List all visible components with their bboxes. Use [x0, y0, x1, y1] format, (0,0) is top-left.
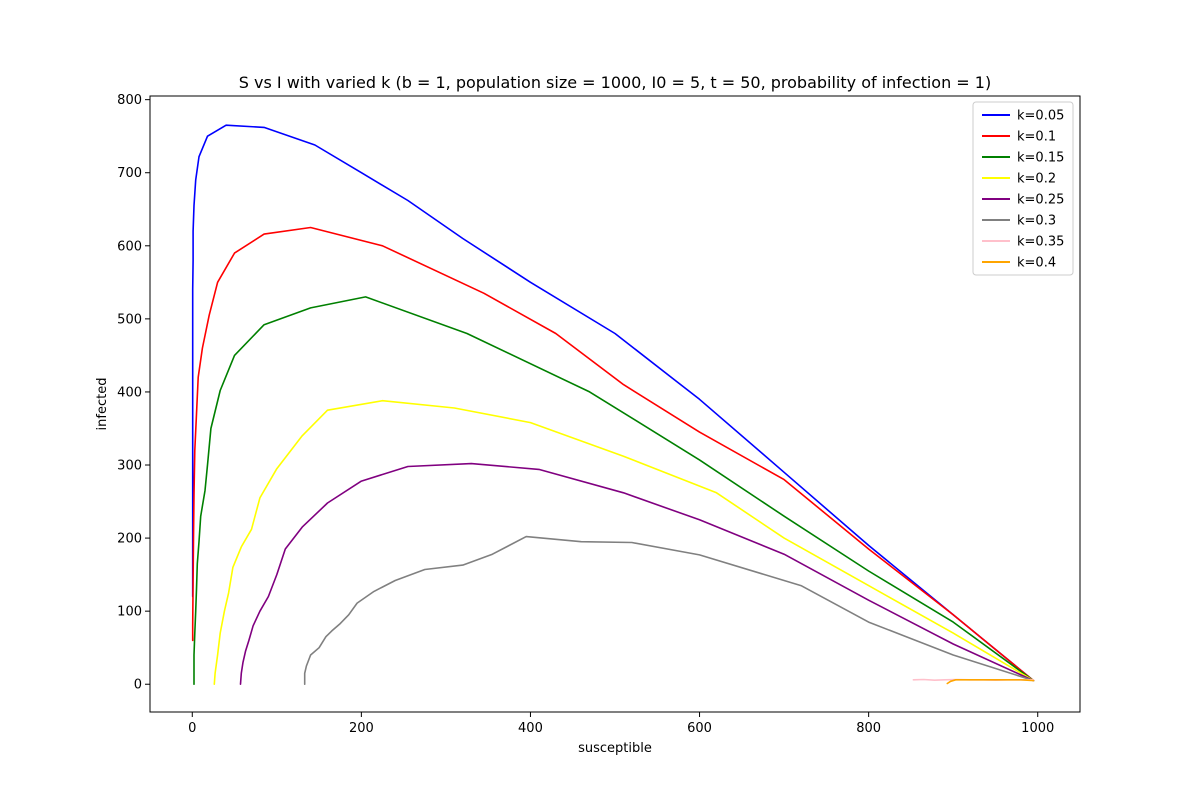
- y-tick-label: 700: [117, 166, 142, 181]
- legend-label: k=0.35: [1017, 235, 1064, 250]
- legend-label: k=0.25: [1017, 193, 1064, 208]
- chart-title: S vs I with varied k (b = 1, population …: [239, 73, 991, 92]
- y-axis-label: infected: [95, 378, 110, 431]
- x-axis-label: susceptible: [578, 741, 652, 756]
- legend-label: k=0.15: [1017, 151, 1064, 166]
- legend-label: k=0.1: [1017, 130, 1056, 145]
- series-line-k-0-1: [191, 226, 1035, 682]
- series-line-k-0-25: [239, 462, 1035, 686]
- legend-box: [972, 101, 1074, 276]
- series-line-k-0-2: [213, 399, 1035, 686]
- series-layer: [191, 124, 1035, 686]
- y-tick-label: 800: [117, 93, 142, 108]
- x-tick-label: 0: [188, 721, 196, 736]
- axes-frame: [149, 95, 1081, 713]
- x-axis: 0 200 400 600 800 1000: [188, 712, 1054, 736]
- y-tick-label: 300: [117, 459, 142, 474]
- legend-label: k=0.3: [1017, 214, 1056, 229]
- legend: k=0.05 k=0.1 k=0.15 k=0.2 k=0.25 k=0.3 k=0.35 k…: [972, 101, 1074, 276]
- series-line-k-0-3: [303, 535, 1035, 686]
- x-tick-label: 800: [856, 721, 881, 736]
- x-tick-label: 400: [518, 721, 543, 736]
- y-tick-label: 0: [134, 678, 142, 693]
- plot-area: [149, 95, 1081, 713]
- y-tick-label: 200: [117, 532, 142, 547]
- y-tick-label: 100: [117, 605, 142, 620]
- y-tick-label: 400: [117, 385, 142, 400]
- x-tick-label: 600: [687, 721, 712, 736]
- y-tick-label: 500: [117, 312, 142, 327]
- x-tick-label: 200: [349, 721, 374, 736]
- x-tick-label: 1000: [1021, 721, 1054, 736]
- y-tick-label: 600: [117, 239, 142, 254]
- legend-label: k=0.2: [1017, 172, 1056, 187]
- legend-label: k=0.05: [1017, 109, 1064, 124]
- series-line-k-0-15: [193, 296, 1035, 686]
- series-line-k-0-05: [191, 124, 1035, 682]
- series-line-k-0-4: [946, 678, 1035, 685]
- legend-label: k=0.4: [1017, 256, 1056, 271]
- y-axis: 0 100 200 300 400 500 600 700 800: [117, 93, 150, 693]
